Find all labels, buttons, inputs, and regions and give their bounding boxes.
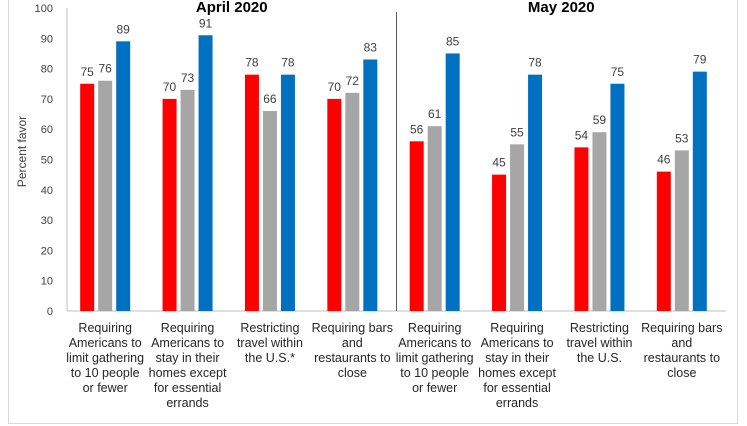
panel-title: April 2020	[196, 0, 268, 16]
data-label: 89	[117, 22, 131, 36]
data-label: 70	[163, 80, 177, 94]
x-category-label: Requiring Americans to stay in their hom…	[478, 321, 556, 410]
data-label: 78	[281, 56, 295, 70]
y-tick-label: 80	[41, 64, 53, 76]
y-tick-label: 50	[41, 155, 53, 167]
bar	[409, 141, 424, 311]
bar	[80, 83, 95, 311]
data-label: 45	[492, 156, 506, 170]
bar	[262, 111, 277, 312]
panel-title: May 2020	[528, 0, 595, 16]
bar	[592, 132, 607, 311]
y-tick-label: 70	[41, 94, 53, 106]
x-category-label: Requiring Americans to limit gathering t…	[66, 321, 145, 395]
bar	[656, 171, 671, 311]
y-tick-label: 10	[41, 276, 53, 288]
bar	[327, 98, 342, 312]
x-category-label: Requiring Americans to limit gathering t…	[395, 321, 474, 395]
bar	[162, 98, 177, 312]
bar	[610, 83, 625, 311]
y-tick-label: 60	[41, 124, 53, 136]
data-label: 85	[446, 34, 460, 48]
data-label: 91	[199, 16, 213, 30]
data-label: 66	[263, 92, 277, 106]
x-category-label: Restricting travel within the U.S.	[566, 321, 633, 365]
bar	[244, 74, 259, 311]
y-tick-label: 20	[41, 245, 53, 257]
data-label: 79	[693, 53, 707, 67]
x-category-label: Requiring bars and restaurants to close	[641, 321, 723, 380]
data-label: 73	[181, 71, 195, 85]
data-label: 46	[657, 153, 671, 167]
bar	[445, 53, 460, 311]
data-label: 55	[510, 125, 524, 139]
bar	[345, 92, 360, 311]
bar	[492, 174, 507, 311]
data-label: 83	[364, 41, 378, 55]
data-label: 76	[99, 62, 113, 76]
x-category-label: Restricting travel within the U.S.*	[236, 321, 303, 365]
x-category-label: Requiring bars and restaurants to close	[311, 321, 393, 380]
y-tick-label: 40	[41, 185, 53, 197]
bar	[280, 74, 295, 311]
bar	[692, 71, 707, 311]
data-label: 72	[346, 74, 360, 88]
data-label: 61	[428, 107, 442, 121]
bar	[116, 41, 131, 312]
bar	[98, 80, 113, 311]
x-category-label: Requiring Americans to stay in their hom…	[148, 321, 227, 410]
bar	[510, 144, 525, 311]
bar	[574, 147, 589, 311]
data-label: 75	[611, 65, 625, 79]
data-label: 54	[575, 128, 589, 142]
data-label: 56	[410, 122, 424, 136]
data-label: 78	[528, 56, 542, 70]
data-label: 59	[593, 113, 607, 127]
data-label: 78	[245, 56, 259, 70]
bar	[674, 150, 689, 311]
bar	[363, 59, 378, 312]
y-tick-label: 90	[41, 33, 53, 45]
y-tick-label: 30	[41, 215, 53, 227]
data-label: 75	[81, 65, 95, 79]
y-tick-label: 100	[35, 3, 53, 15]
bar	[528, 74, 543, 311]
bar	[198, 35, 213, 312]
bar	[427, 126, 442, 311]
y-tick-label: 0	[47, 306, 53, 318]
y-axis-title: Percent favor	[15, 116, 29, 187]
bar	[180, 89, 195, 311]
data-label: 70	[328, 80, 342, 94]
data-label: 53	[675, 131, 689, 145]
